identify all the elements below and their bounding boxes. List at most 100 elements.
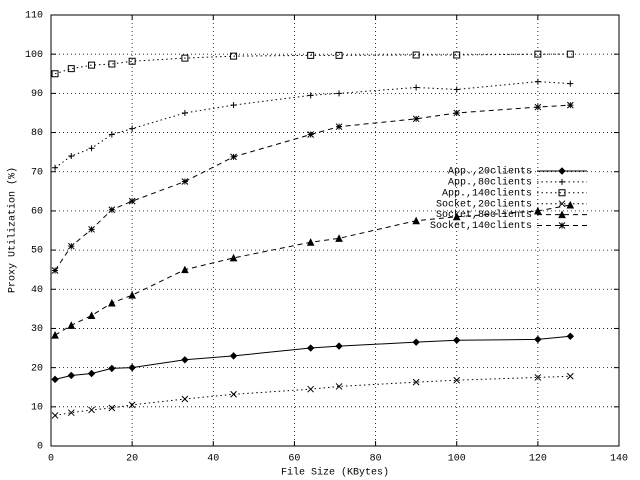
data-point	[181, 109, 188, 116]
data-point	[307, 131, 315, 138]
y-tick-label: 10	[31, 402, 43, 413]
x-tick-label: 20	[126, 454, 138, 465]
data-point	[413, 84, 420, 91]
data-point	[68, 153, 75, 160]
data-point	[67, 371, 75, 380]
data-point	[412, 216, 420, 225]
data-point	[88, 145, 95, 152]
data-point	[128, 291, 136, 299]
data-point	[181, 395, 189, 403]
data-point	[567, 80, 574, 87]
y-axis-label: Proxy Utilization (%)	[7, 167, 19, 293]
data-point	[128, 57, 136, 65]
data-point	[453, 376, 461, 384]
data-point	[412, 51, 420, 59]
legend-label: Socket,80clients	[436, 209, 532, 221]
plot-frame	[50, 14, 620, 447]
x-tick-label: 0	[48, 454, 54, 465]
data-point	[51, 412, 59, 419]
data-point	[51, 70, 59, 78]
y-tick-label: 20	[31, 363, 43, 374]
data-point	[534, 206, 542, 215]
y-tick-label: 80	[31, 128, 43, 139]
legend-label: App.,80clients	[448, 177, 532, 189]
data-point	[335, 234, 343, 242]
data-point	[566, 372, 574, 380]
data-point	[229, 253, 238, 262]
legend-marker	[558, 210, 566, 219]
data-point	[230, 153, 237, 161]
legend-label: Socket,20clients	[436, 198, 532, 210]
data-point	[306, 344, 315, 352]
x-tick-label: 100	[448, 454, 466, 465]
data-point	[88, 225, 95, 233]
data-point	[108, 60, 116, 68]
data-point	[128, 363, 136, 372]
x-tick-label: 80	[370, 454, 382, 465]
y-tick-label: 60	[31, 207, 43, 218]
series-line	[54, 81, 571, 169]
y-tick-label: 100	[25, 50, 43, 61]
data-point	[67, 242, 75, 250]
data-point	[108, 206, 116, 214]
data-point	[51, 330, 59, 339]
data-point	[181, 178, 189, 185]
data-point	[87, 369, 96, 378]
legend-marker	[559, 178, 565, 185]
legend-marker	[558, 200, 566, 208]
data-point	[229, 352, 238, 360]
data-point	[181, 54, 189, 62]
data-point	[88, 61, 96, 69]
legend-marker	[558, 167, 566, 175]
data-point	[412, 378, 420, 386]
data-point	[230, 102, 237, 109]
y-tick-label: 70	[31, 167, 43, 178]
data-point	[181, 265, 189, 274]
data-point	[335, 123, 343, 131]
data-point	[534, 335, 542, 344]
data-point	[67, 409, 75, 417]
data-point	[128, 401, 136, 409]
x-tick-label: 40	[207, 454, 219, 465]
y-tick-label: 30	[31, 324, 43, 335]
data-point	[566, 101, 574, 109]
data-point	[181, 356, 189, 364]
data-point	[307, 92, 314, 99]
x-tick-label: 60	[288, 454, 300, 465]
y-tick-label: 110	[25, 11, 43, 22]
data-point	[87, 311, 96, 320]
data-point	[534, 374, 542, 381]
data-point	[108, 364, 116, 373]
data-point	[52, 164, 59, 171]
data-point	[108, 298, 116, 307]
x-tick-label: 120	[529, 454, 547, 465]
data-point	[128, 197, 136, 205]
legend-label: App.,20clients	[448, 166, 532, 178]
data-point	[108, 404, 116, 412]
y-tick-label: 50	[31, 246, 43, 257]
data-point	[51, 375, 59, 384]
data-point	[108, 131, 115, 138]
series-line	[54, 335, 571, 380]
data-point	[335, 342, 343, 350]
data-point	[67, 321, 76, 329]
legend-marker	[558, 189, 566, 197]
data-point	[51, 267, 59, 274]
data-point	[230, 390, 237, 398]
data-point	[88, 406, 95, 414]
data-point	[412, 115, 420, 123]
x-axis-label: File Size (KBytes)	[281, 467, 389, 479]
legend-label: Socket,140clients	[430, 220, 532, 232]
legend-marker	[558, 222, 566, 229]
y-tick-label: 0	[37, 442, 43, 453]
data-point	[335, 383, 343, 390]
data-point	[412, 338, 420, 346]
data-point	[453, 86, 460, 93]
data-point	[566, 332, 575, 340]
data-point	[566, 50, 574, 58]
legend-label: App.,140clients	[442, 187, 532, 199]
data-point	[534, 50, 542, 58]
data-point	[534, 103, 542, 111]
data-point	[335, 51, 343, 59]
